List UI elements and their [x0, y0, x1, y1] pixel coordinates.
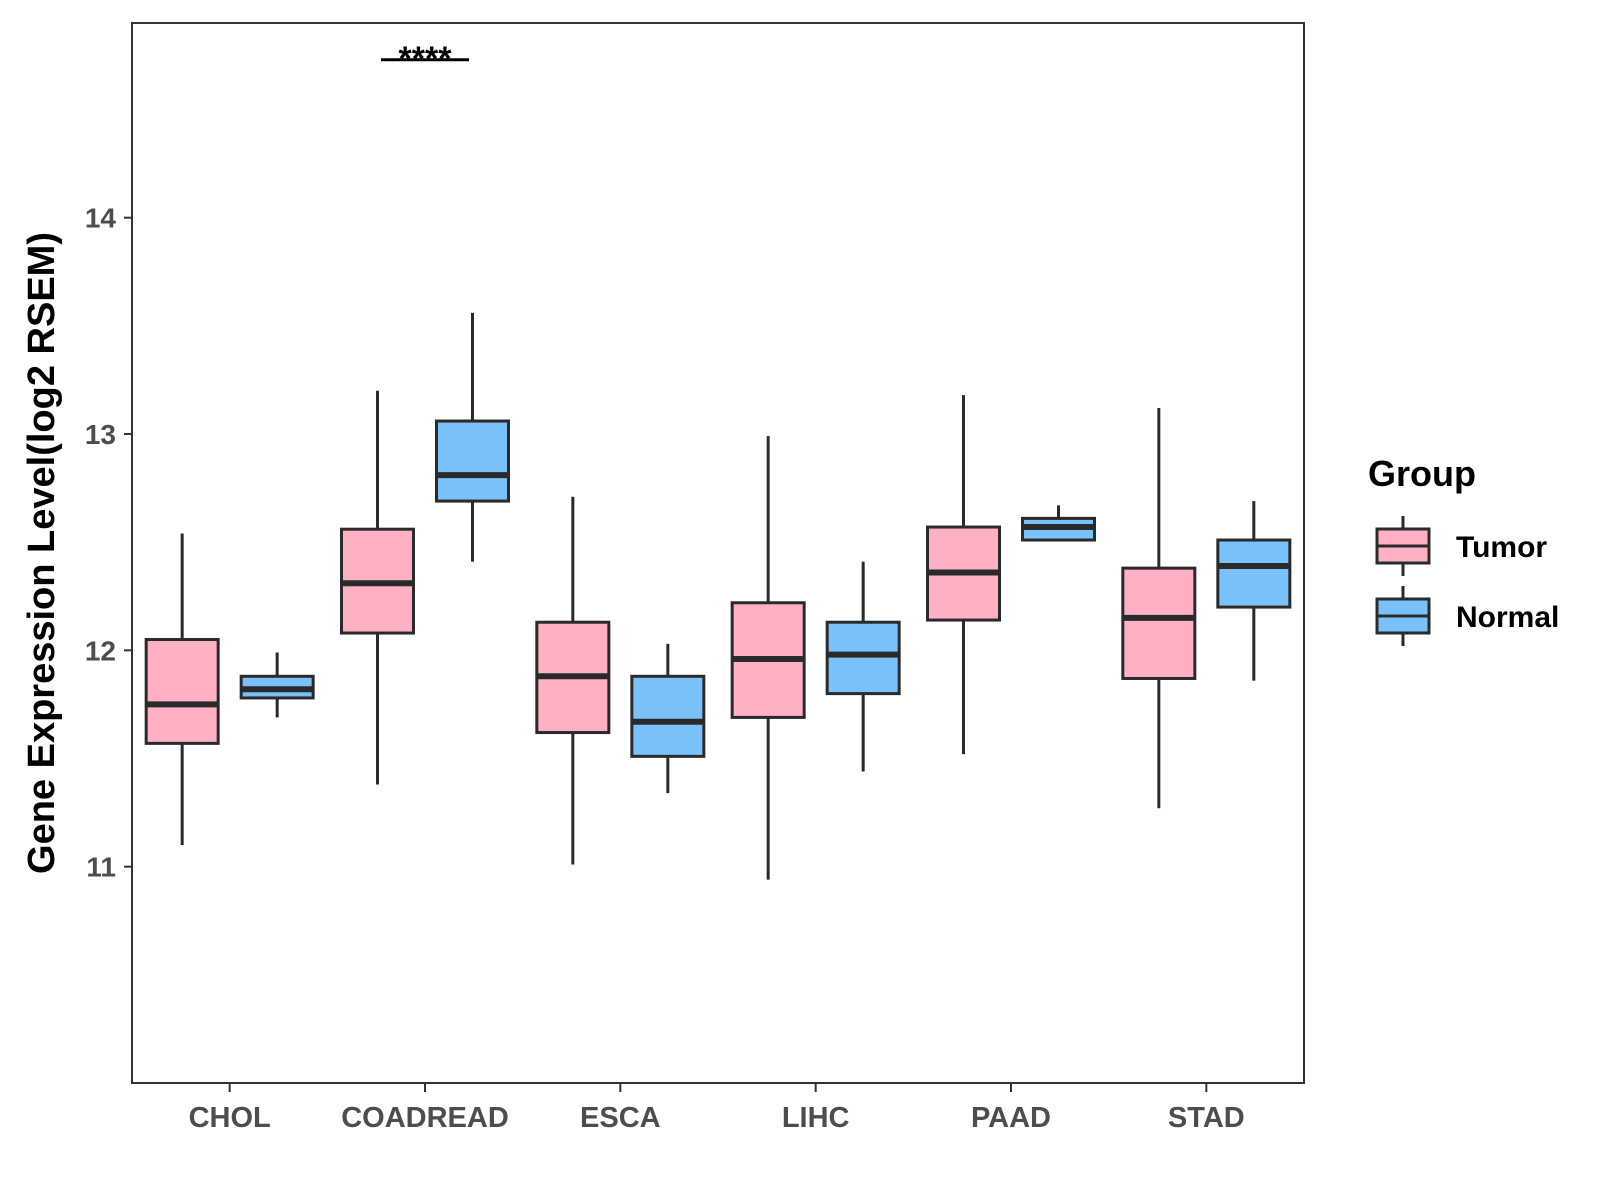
box-normal-lihc: [825, 561, 901, 772]
legend-entry-normal: Normal: [1375, 586, 1559, 646]
legend-label: Normal: [1456, 601, 1559, 634]
x-tick-label: ESCA: [580, 1102, 661, 1134]
legend: Group Tumor Normal: [1368, 453, 1559, 646]
legend-entry-tumor: Tumor: [1375, 516, 1547, 576]
significance-label: ****: [399, 40, 453, 78]
box-tumor-stad: [1121, 408, 1197, 809]
box-tumor-paad: [926, 395, 1001, 755]
x-tick-label: LIHC: [782, 1102, 850, 1134]
plot-area: ****: [144, 40, 1292, 880]
box-iqr: [630, 674, 706, 758]
box-iqr: [1216, 538, 1292, 609]
box-iqr: [435, 419, 510, 503]
box-normal-esca: [630, 643, 706, 794]
box-tumor-coadread: [340, 390, 415, 785]
box-iqr: [825, 620, 901, 696]
y-tick-label: 14: [85, 203, 117, 234]
box-normal-paad: [1021, 505, 1096, 542]
box-normal-chol: [239, 652, 315, 718]
box-tumor-lihc: [730, 436, 806, 880]
y-tick-label: 12: [85, 635, 116, 666]
legend-title: Group: [1368, 453, 1476, 494]
y-axis-title: Gene Expression Level(log2 RSEM): [21, 232, 63, 874]
box-iqr: [1121, 566, 1197, 680]
x-tick-label: CHOL: [189, 1102, 271, 1134]
y-tick-label: 13: [85, 419, 116, 450]
x-tick-label: PAAD: [971, 1102, 1051, 1134]
x-tick-label: COADREAD: [341, 1102, 509, 1134]
axes: 11 12 13 14 CHOL COADREAD ESCA LIHC PAAD STAD: [85, 203, 1245, 1134]
box-tumor-chol: [144, 533, 220, 846]
plot-border: [131, 22, 1305, 1084]
legend-label: Tumor: [1456, 531, 1547, 564]
x-tick-label: STAD: [1168, 1102, 1245, 1134]
box-normal-stad: [1216, 501, 1292, 681]
box-iqr: [144, 638, 220, 745]
box-tumor-esca: [535, 496, 611, 865]
y-tick-label: 11: [86, 852, 116, 883]
box-normal-coadread: [435, 312, 510, 562]
